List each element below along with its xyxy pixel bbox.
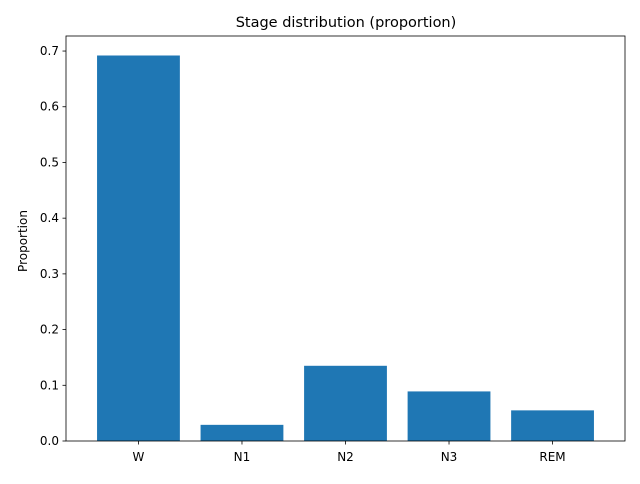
bar-w [97, 55, 180, 442]
y-axis-label: Proportion [16, 210, 30, 272]
x-tick-label: REM [539, 450, 565, 464]
bar-n1 [200, 424, 284, 441]
x-tick-label: N1 [234, 450, 251, 464]
y-tick-label: 0.4 [40, 211, 59, 225]
bar-rem [511, 410, 594, 441]
x-tick-label: W [133, 450, 145, 464]
y-tick-label: 0.3 [40, 267, 59, 281]
y-tick-label: 0.1 [40, 378, 59, 392]
y-tick-label: 0.6 [40, 100, 59, 114]
plot-area: 0.0 0.1 0.2 0.3 0.4 0.5 0.6 0.7 W N1 N2 N3 REM [40, 35, 626, 464]
x-tick-label: N2 [337, 450, 354, 464]
chart-title: Stage distribution (proportion) [236, 15, 457, 31]
y-tick-label: 0.5 [40, 155, 59, 169]
y-tick-label: 0.0 [40, 434, 59, 448]
bar-n3 [407, 391, 491, 441]
y-tick-label: 0.7 [40, 44, 59, 58]
x-tick-label: N3 [441, 450, 458, 464]
bar-n2 [304, 365, 387, 441]
y-tick-label: 0.2 [40, 323, 59, 337]
